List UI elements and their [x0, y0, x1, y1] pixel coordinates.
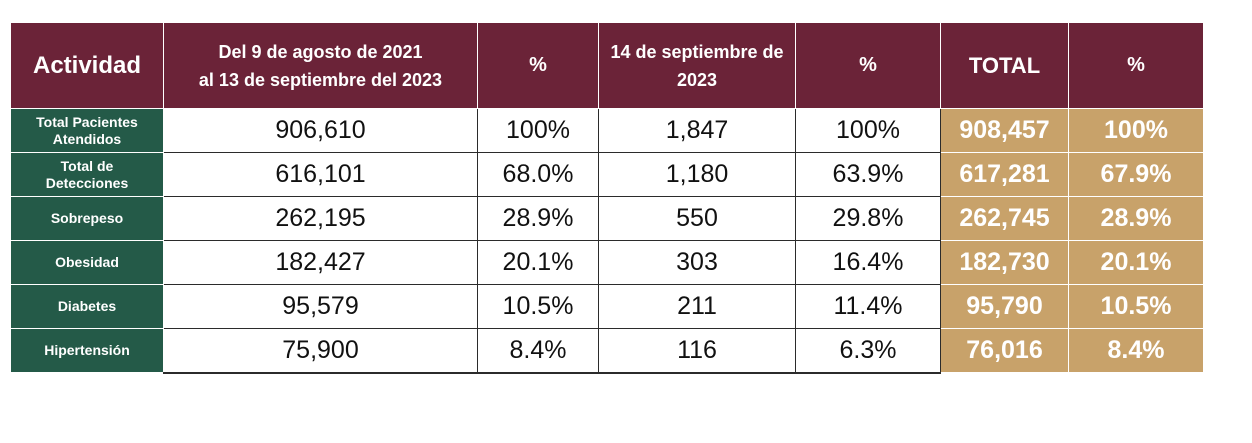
cell-total-percent: 100% [1068, 108, 1204, 153]
cell-total-percent: 8.4% [1068, 328, 1204, 373]
cell-total-percent: 28.9% [1068, 196, 1204, 241]
header-percent-2: % [795, 22, 941, 109]
row-label-line-1: Hipertensión [44, 342, 130, 358]
cell-total: 76,016 [940, 328, 1069, 373]
row-label-line-1: Obesidad [55, 254, 119, 270]
header-percent-3: % [1068, 22, 1204, 109]
cell-total: 908,457 [940, 108, 1069, 153]
row-label-line-1: Total de [60, 157, 114, 174]
cell-period-2-percent: 11.4% [795, 284, 941, 329]
table-row: Diabetes 95,579 10.5% 211 11.4% 95,790 1… [10, 284, 1204, 329]
cell-total: 262,745 [940, 196, 1069, 241]
statistics-table: Actividad Del 9 de agosto de 2021 al 13 … [10, 22, 1204, 374]
cell-total-percent: 67.9% [1068, 152, 1204, 197]
cell-total: 95,790 [940, 284, 1069, 329]
table-row: Sobrepeso 262,195 28.9% 550 29.8% 262,74… [10, 196, 1204, 241]
row-label: Hipertensión [10, 328, 164, 373]
header-period-2-line-2: 2023 [676, 69, 718, 90]
cell-period-2: 116 [598, 328, 796, 374]
cell-total: 182,730 [940, 240, 1069, 285]
cell-period-1-percent: 10.5% [477, 284, 599, 329]
cell-period-1-percent: 68.0% [477, 152, 599, 197]
cell-period-2-percent: 29.8% [795, 196, 941, 241]
cell-period-1-percent: 8.4% [477, 328, 599, 374]
header-period-2-line-1: 14 de septiembre de [610, 41, 784, 62]
table-row: Total de Detecciones 616,101 68.0% 1,180… [10, 152, 1204, 197]
header-row: Actividad Del 9 de agosto de 2021 al 13 … [10, 22, 1204, 109]
cell-total: 617,281 [940, 152, 1069, 197]
cell-period-2-percent: 100% [795, 108, 941, 153]
header-period-1-line-2: al 13 de septiembre del 2023 [198, 69, 443, 90]
cell-period-1-percent: 20.1% [477, 240, 599, 285]
table-row: Hipertensión 75,900 8.4% 116 6.3% 76,016… [10, 328, 1204, 374]
cell-period-2: 1,180 [598, 152, 796, 197]
row-label-line-1: Total Pacientes [36, 113, 138, 130]
cell-period-1-percent: 28.9% [477, 196, 599, 241]
row-label: Diabetes [10, 284, 164, 329]
row-label: Sobrepeso [10, 196, 164, 241]
cell-period-2: 211 [598, 284, 796, 329]
cell-period-1: 182,427 [163, 240, 478, 285]
header-total: TOTAL [940, 22, 1069, 109]
row-label: Obesidad [10, 240, 164, 285]
cell-total-percent: 10.5% [1068, 284, 1204, 329]
row-label-line-1: Diabetes [57, 298, 117, 314]
row-label-line-2: Detecciones [45, 174, 129, 191]
cell-total-percent: 20.1% [1068, 240, 1204, 285]
cell-period-1-percent: 100% [477, 108, 599, 153]
cell-period-2: 1,847 [598, 108, 796, 153]
cell-period-2-percent: 16.4% [795, 240, 941, 285]
cell-period-1: 75,900 [163, 328, 478, 374]
header-period-1: Del 9 de agosto de 2021 al 13 de septiem… [163, 22, 478, 109]
row-label-line-1: Sobrepeso [50, 210, 124, 226]
header-period-1-line-1: Del 9 de agosto de 2021 [218, 41, 423, 62]
cell-period-2: 550 [598, 196, 796, 241]
table-row: Total Pacientes Atendidos 906,610 100% 1… [10, 108, 1204, 153]
cell-period-2-percent: 6.3% [795, 328, 941, 374]
header-percent-1: % [477, 22, 599, 109]
header-period-2: 14 de septiembre de 2023 [598, 22, 796, 109]
cell-period-2: 303 [598, 240, 796, 285]
row-label-line-2: Atendidos [52, 130, 122, 147]
cell-period-1: 262,195 [163, 196, 478, 241]
table-row: Obesidad 182,427 20.1% 303 16.4% 182,730… [10, 240, 1204, 285]
header-actividad: Actividad [10, 22, 164, 109]
row-label: Total de Detecciones [10, 152, 164, 197]
cell-period-2-percent: 63.9% [795, 152, 941, 197]
cell-period-1: 95,579 [163, 284, 478, 329]
row-label: Total Pacientes Atendidos [10, 108, 164, 153]
cell-period-1: 616,101 [163, 152, 478, 197]
cell-period-1: 906,610 [163, 108, 478, 153]
